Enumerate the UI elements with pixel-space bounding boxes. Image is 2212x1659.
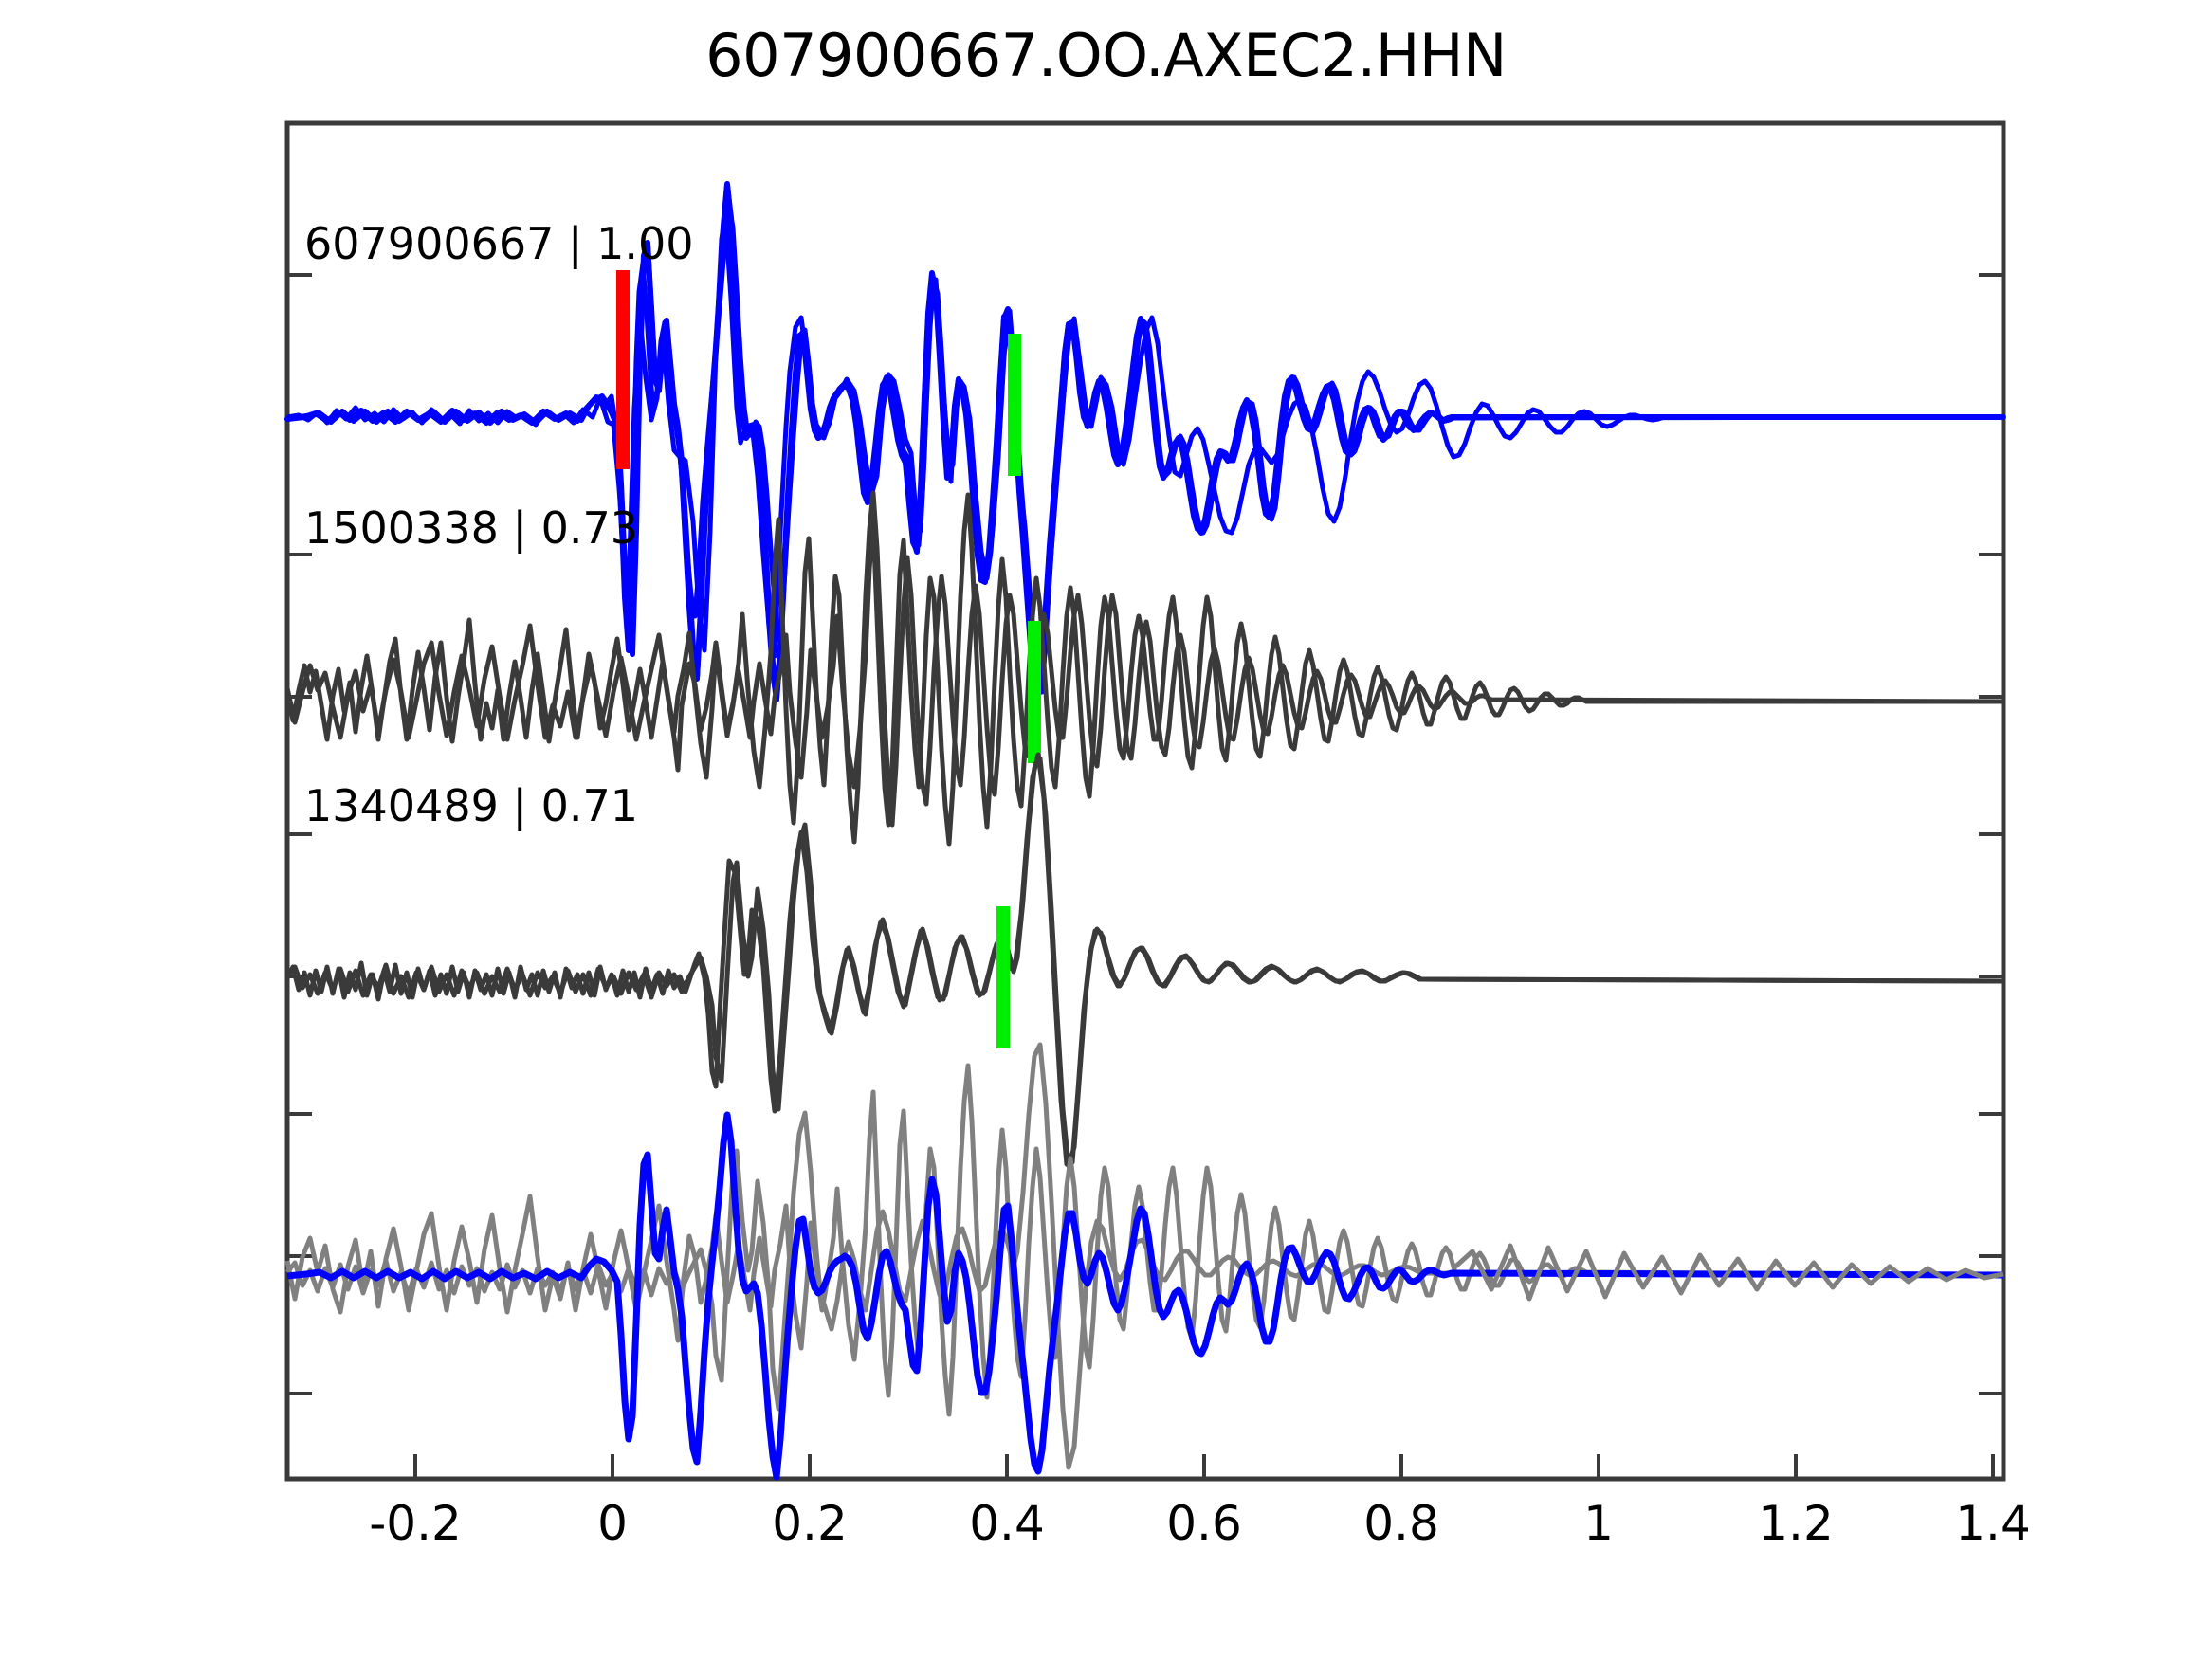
xtick-label-4: 0.6	[1166, 1496, 1242, 1551]
xtick-label-6: 1	[1583, 1496, 1614, 1551]
overlay-waveform-gray-1	[284, 1063, 2004, 1417]
trace-label-607900667: 607900667 | 1.00	[304, 218, 694, 269]
waveform-plot	[284, 120, 2006, 1482]
overlay-waveform-gray-3	[1452, 1243, 2004, 1302]
overlay-waveform-blue	[286, 1111, 2004, 1481]
axes-frame	[284, 120, 2006, 1482]
waveform-1340489-detail	[284, 752, 2004, 1167]
xtick-label-0: -0.2	[369, 1496, 462, 1551]
trace-label-1500338: 1500338 | 0.73	[304, 502, 639, 554]
xtick-label-7: 1.2	[1758, 1496, 1834, 1551]
s-pick-marker-trace3	[996, 906, 1010, 1048]
y-axis-ticks	[287, 273, 2003, 1395]
xtick-label-5: 0.8	[1363, 1496, 1439, 1551]
p-pick-marker-trace1	[616, 270, 630, 469]
waveform-1500338	[284, 492, 2003, 847]
plot-area: 607900667 | 1.00 1500338 | 0.73 1340489 …	[284, 120, 2006, 1482]
xtick-label-3: 0.4	[969, 1496, 1045, 1551]
xtick-label-8: 1.4	[1955, 1496, 2031, 1551]
trace1-group	[286, 181, 2003, 702]
trace-label-1340489: 1340489 | 0.71	[304, 780, 639, 831]
waveform-1500338-detail	[284, 490, 2004, 845]
x-axis-ticks	[413, 1454, 1995, 1479]
s-pick-marker-trace2	[1028, 621, 1041, 763]
page-title: 607900667.OO.AXEC2.HHN	[705, 21, 1507, 90]
waveform-607900667	[286, 181, 2003, 702]
s-pick-marker-trace1	[1008, 334, 1021, 476]
xtick-label-2: 0.2	[772, 1496, 848, 1551]
xtick-label-1: 0	[597, 1496, 628, 1551]
